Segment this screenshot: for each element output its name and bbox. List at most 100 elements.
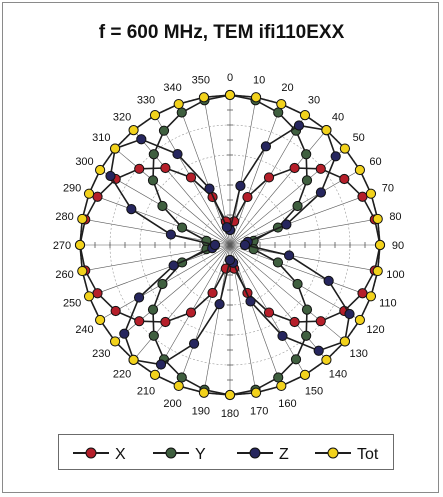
series-z-point (168, 260, 179, 271)
series-z-point (323, 275, 334, 287)
series-y-point (301, 304, 313, 315)
angle-tick-label: 230 (92, 348, 110, 360)
series-x-point (160, 162, 171, 174)
legend-tot-label: Tot (357, 446, 379, 463)
series-z-point (239, 239, 251, 251)
series-tot-point (149, 369, 161, 381)
series-z-point (260, 141, 272, 152)
series-y-point (148, 330, 159, 341)
angle-tick-label: 140 (329, 369, 347, 381)
legend-x: X (73, 446, 126, 463)
series-layer (74, 89, 386, 401)
series-z-point (204, 183, 215, 194)
series-tot-point (173, 98, 184, 110)
series-z-point (133, 292, 145, 303)
angle-tick-label: 320 (113, 111, 131, 123)
series-tot-point (198, 92, 210, 103)
angle-tick-label: 240 (75, 324, 93, 336)
series-tot-point (109, 336, 121, 347)
series-tot-point (374, 239, 386, 251)
series-z-point (235, 180, 246, 192)
series-tot-point (198, 387, 210, 398)
series-tot-point (299, 109, 311, 121)
series-z-point (281, 219, 292, 230)
series-x-point (134, 316, 145, 327)
legend-z: Z (237, 446, 289, 463)
series-z-point (209, 239, 221, 251)
series-x-point (160, 316, 171, 328)
series-y-point (290, 354, 302, 365)
legend-z-marker (249, 447, 261, 459)
angle-tick-label: 250 (63, 297, 81, 309)
angle-tick-label: 60 (369, 156, 381, 168)
series-y-point (176, 107, 187, 118)
series-y-point (157, 278, 168, 290)
angle-tick-label: 120 (366, 324, 384, 336)
series-tot-point (339, 143, 351, 154)
angle-tick-label: 310 (92, 132, 110, 144)
series-tot-point (365, 188, 377, 199)
angle-tick-label: 190 (192, 405, 210, 417)
legend: X Y Z Tot (58, 434, 394, 470)
series-tot-point (372, 265, 383, 277)
series-x-point (134, 163, 145, 174)
angle-tick-label: 130 (350, 348, 368, 360)
series-y-point (301, 175, 313, 186)
grid-spoke (133, 129, 231, 246)
series-x-point (357, 288, 368, 299)
series-z-point (224, 254, 236, 266)
series-x-point (289, 316, 300, 328)
series-tot-point (128, 124, 139, 136)
series-tot-point (149, 109, 161, 121)
angle-tick-label: 350 (192, 75, 210, 87)
series-z-point (221, 222, 232, 233)
series-z-point (165, 229, 177, 240)
series-z-point (119, 328, 130, 339)
series-z-point (277, 330, 288, 342)
angle-tick-label: 100 (386, 269, 404, 281)
series-tot-point (94, 164, 106, 176)
series-x-point (263, 307, 275, 318)
series-tot-point (77, 213, 88, 225)
series-tot-point (94, 314, 106, 326)
series-x-point (242, 191, 253, 203)
chart-title: f = 600 MHz, TEM ifi110EXX (98, 22, 345, 43)
series-y-point (301, 149, 312, 160)
series-y-point (158, 125, 170, 136)
polar-grid (79, 94, 381, 396)
angle-tick-label: 50 (353, 132, 365, 144)
series-z-point (344, 308, 355, 320)
series-z-point (293, 120, 305, 131)
series-tot-point (354, 314, 366, 326)
legend-tot: Tot (315, 446, 379, 463)
series-x-point (92, 191, 103, 202)
angle-tick-label: 70 (382, 183, 394, 195)
series-tot-point (128, 354, 139, 366)
series-y-point (273, 372, 284, 383)
series-tot (74, 89, 386, 401)
series-y-point (147, 304, 159, 315)
series-y-point (147, 175, 159, 186)
series-x-point (263, 172, 275, 183)
series-x-point (339, 173, 350, 185)
angle-tick-label: 80 (389, 211, 401, 223)
grid-spoke (133, 244, 231, 361)
angle-tick-label: 40 (332, 111, 344, 123)
legend-y-label: Y (195, 446, 206, 463)
angle-tick-label: 30 (308, 95, 320, 107)
series-y-point (273, 107, 284, 118)
series-tot-point (321, 354, 332, 366)
angle-tick-label: 90 (392, 240, 404, 252)
series-tot-point (276, 380, 287, 392)
series-z-point (136, 134, 147, 145)
series-z-point (245, 296, 256, 307)
angle-tick-label: 200 (163, 398, 181, 410)
angle-tick-label: 170 (250, 405, 268, 417)
series-x-point (185, 172, 197, 183)
grid-spoke (114, 244, 231, 342)
series-x-point (315, 163, 326, 174)
series-tot-point (224, 89, 236, 101)
series-tot-point (224, 389, 236, 401)
angle-tick-label: 330 (137, 95, 155, 107)
series-tot-point (372, 213, 383, 225)
